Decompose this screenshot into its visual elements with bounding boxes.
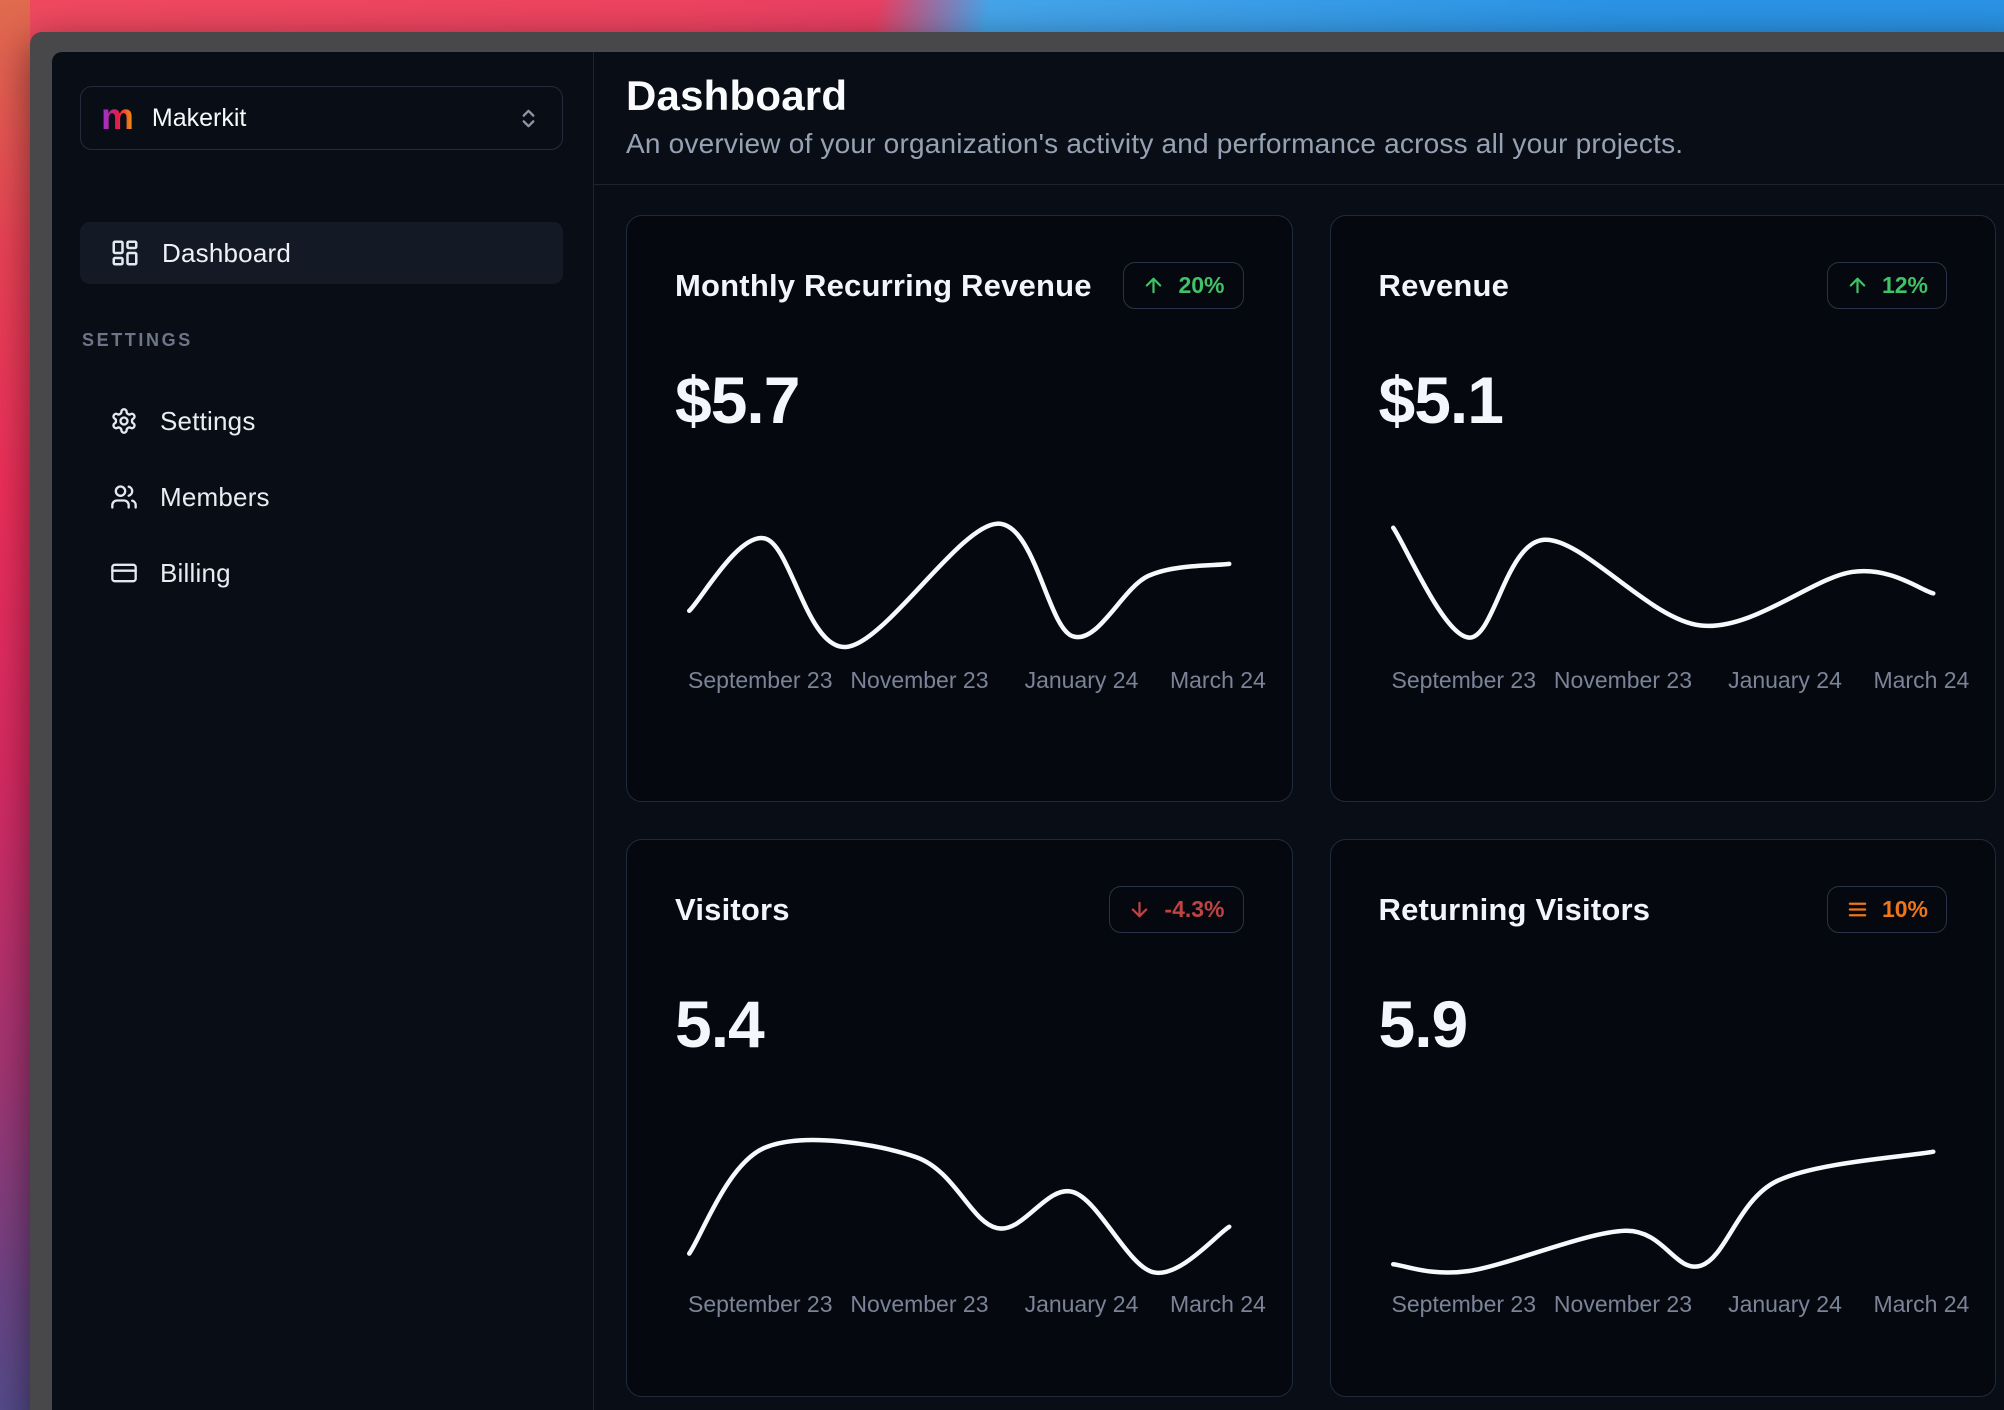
sidebar-item-settings[interactable]: Settings — [80, 397, 563, 445]
sidebar-item-dashboard[interactable]: Dashboard — [80, 222, 563, 284]
card-title: Revenue — [1378, 267, 1510, 303]
app-content: m Makerkit Dashboard SETTINGS Setti — [52, 52, 2004, 1410]
trend-value: 20% — [1178, 272, 1225, 298]
trend-badge: -4.3% — [1109, 886, 1244, 933]
x-axis-tick-label: January 24 — [1024, 1291, 1139, 1317]
x-axis-tick-label: March 24 — [1873, 1291, 1970, 1317]
x-axis-tick-label: November 23 — [850, 667, 989, 693]
card-title: Monthly Recurring Revenue — [675, 267, 1092, 303]
card-visitors: Visitors -4.3% 5.4 September 23 November … — [626, 839, 1293, 1397]
sidebar-section-settings: SETTINGS — [82, 330, 193, 350]
x-axis-tick-label: March 24 — [1169, 1291, 1266, 1317]
metric-value: $5.1 — [1378, 363, 1504, 437]
layout-dashboard-icon — [110, 238, 140, 268]
x-axis-tick-label: January 24 — [1728, 667, 1842, 693]
sparkline-chart — [675, 1133, 1244, 1283]
trend-badge: 10% — [1826, 886, 1947, 933]
x-axis-labels: September 23 November 23 January 24 March 2… — [675, 1291, 1266, 1321]
page-header: Dashboard An overview of your organizati… — [594, 52, 2004, 185]
sparkline-chart — [675, 509, 1244, 659]
card-title: Visitors — [675, 891, 790, 927]
sparkline-svg — [1390, 1149, 1935, 1275]
workspace-name: Makerkit — [151, 103, 247, 132]
users-icon — [110, 483, 138, 511]
page-title: Dashboard — [626, 72, 848, 119]
x-axis-tick-label: September 23 — [688, 667, 833, 693]
trend-value: -4.3% — [1164, 896, 1225, 922]
arrow-down-icon — [1128, 898, 1151, 921]
sidebar-item-label: Billing — [160, 557, 231, 588]
arrow-up-icon — [1846, 274, 1869, 297]
sparkline-svg — [687, 521, 1232, 650]
metric-value: 5.9 — [1378, 987, 1469, 1061]
card-title: Returning Visitors — [1378, 891, 1651, 927]
x-axis-tick-label: November 23 — [1553, 1291, 1692, 1317]
credit-card-icon — [110, 559, 138, 587]
sidebar-item-members[interactable]: Members — [80, 473, 563, 521]
app-window: m Makerkit Dashboard SETTINGS Setti — [30, 32, 2004, 1410]
metric-value: 5.4 — [675, 987, 765, 1061]
makerkit-logo: m — [101, 95, 134, 137]
x-axis-labels: September 23 November 23 January 24 March 2… — [1379, 1291, 1970, 1321]
x-axis-tick-label: January 24 — [1024, 667, 1139, 693]
x-axis-tick-label: September 23 — [1391, 1291, 1537, 1317]
trend-value: 10% — [1881, 896, 1928, 922]
card-revenue: Revenue 12% $5.1 September 23 November 23… — [1329, 215, 1996, 802]
arrow-up-icon — [1142, 274, 1165, 297]
trend-badge: 12% — [1826, 262, 1947, 309]
x-axis-tick-label: November 23 — [850, 1291, 989, 1317]
x-axis-labels: September 23 November 23 January 24 March 2… — [1379, 667, 1970, 697]
x-axis-tick-label: September 23 — [1391, 667, 1537, 693]
x-axis-labels: September 23 November 23 January 24 March 2… — [675, 667, 1266, 697]
metric-cards-grid: Monthly Recurring Revenue 20% $5.7 Septe… — [594, 185, 2004, 1410]
x-axis-tick-label: September 23 — [688, 1291, 833, 1317]
x-axis-tick-label: March 24 — [1169, 667, 1266, 693]
page-subtitle: An overview of your organization's activ… — [626, 128, 1684, 159]
x-axis-tick-label: November 23 — [1553, 667, 1692, 693]
sidebar: m Makerkit Dashboard SETTINGS Setti — [52, 52, 594, 1410]
sidebar-item-label: Members — [160, 481, 270, 512]
workspace-selector[interactable]: m Makerkit — [80, 86, 563, 150]
sparkline-chart — [1379, 1133, 1948, 1283]
x-axis-tick-label: January 24 — [1728, 1291, 1842, 1317]
sparkline-svg — [687, 1137, 1232, 1275]
chevrons-up-down-icon — [517, 107, 540, 130]
sidebar-item-label: Settings — [160, 405, 256, 436]
card-monthly-recurring-revenue: Monthly Recurring Revenue 20% $5.7 Septe… — [626, 215, 1293, 802]
sidebar-item-billing[interactable]: Billing — [80, 549, 563, 597]
metric-value: $5.7 — [675, 363, 800, 437]
trend-value: 12% — [1881, 272, 1928, 298]
desktop-wallpaper-left-strip — [0, 0, 30, 1410]
gear-icon — [110, 407, 138, 435]
card-returning-visitors: Returning Visitors 10% 5.9 September 23 N… — [1329, 839, 1996, 1397]
sparkline-svg — [1390, 525, 1935, 640]
main-content: Dashboard An overview of your organizati… — [594, 52, 2004, 1410]
sparkline-chart — [1379, 509, 1948, 659]
settings-nav: Settings Members Billing — [80, 397, 563, 597]
menu-icon — [1846, 898, 1869, 921]
sidebar-item-label: Dashboard — [162, 237, 291, 268]
trend-badge: 20% — [1123, 262, 1244, 309]
x-axis-tick-label: March 24 — [1873, 667, 1970, 693]
